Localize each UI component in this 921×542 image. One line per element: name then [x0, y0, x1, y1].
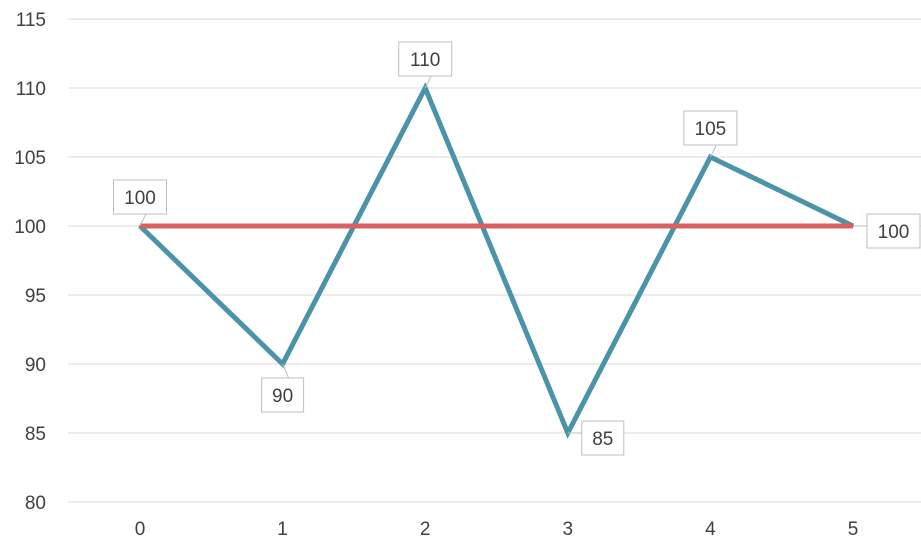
data-label-text: 110 — [410, 50, 440, 71]
series-1-point — [281, 225, 284, 227]
data-label-box — [398, 41, 453, 77]
data-label-box — [866, 213, 921, 249]
x-tick-label: 5 — [848, 519, 859, 540]
data-label-text: 100 — [124, 188, 156, 209]
x-tick-label: 1 — [277, 519, 288, 540]
series-1-point — [566, 225, 569, 227]
data-label: 85 — [567, 420, 625, 456]
x-axis-tick-labels: 0 1 2 3 4 5 — [135, 519, 859, 540]
y-tick-label: 110 — [16, 79, 46, 100]
y-tick-label: 115 — [16, 10, 46, 31]
series-0-line — [138, 82, 855, 439]
x-tick-label: 4 — [705, 519, 716, 540]
data-label: 90 — [261, 363, 305, 413]
x-tick-label: 0 — [135, 519, 146, 540]
data-label-text: 90 — [272, 386, 293, 407]
data-label: 100 — [113, 179, 167, 227]
series-1-point — [709, 225, 712, 227]
data-label-box — [261, 377, 305, 413]
data-label-text: 85 — [592, 429, 613, 450]
y-tick-label: 90 — [25, 355, 46, 376]
y-tick-label: 100 — [14, 217, 46, 238]
series-1-point — [424, 225, 427, 227]
data-label-text: 100 — [878, 222, 910, 243]
y-tick-label: 95 — [25, 286, 46, 307]
data-label-text: 105 — [695, 119, 727, 140]
data-label: 100 — [853, 213, 921, 249]
data-label-box — [113, 179, 167, 215]
data-label-box — [581, 420, 625, 456]
data-labels: 100 90 110 85 105 100 — [113, 41, 921, 456]
data-label: 105 — [683, 110, 738, 158]
data-label: 110 — [398, 41, 453, 89]
y-tick-label: 80 — [25, 493, 46, 514]
series-layer — [138, 82, 855, 439]
y-axis-tick-labels: 80 85 90 95 100 105 110 115 — [14, 10, 46, 514]
y-tick-label: 105 — [14, 148, 46, 169]
data-label-box — [683, 110, 738, 146]
y-tick-label: 85 — [25, 424, 46, 445]
x-tick-label: 2 — [420, 519, 431, 540]
x-tick-label: 3 — [563, 519, 574, 540]
